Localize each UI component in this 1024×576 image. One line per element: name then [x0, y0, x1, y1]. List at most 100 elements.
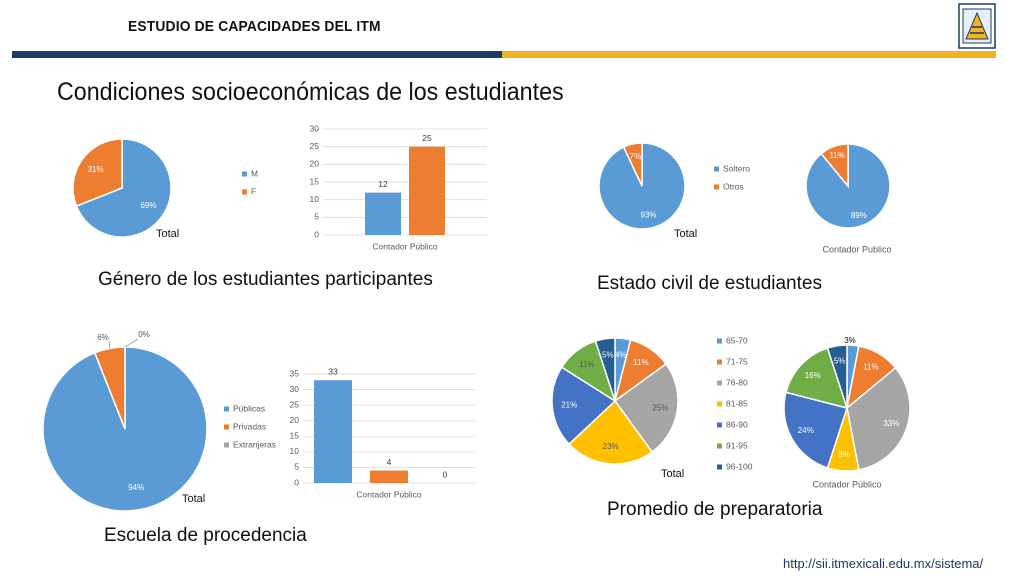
y-tick-label: 10 — [310, 194, 320, 204]
data-label: 11% — [633, 358, 648, 367]
legend-item: 81-85 — [726, 398, 748, 408]
legend-swatch — [717, 380, 722, 386]
axis-label: Total — [156, 228, 179, 240]
legend-swatch — [717, 422, 722, 428]
footer-url[interactable]: http://sii.itmexicali.edu.mx/sistema/ — [783, 556, 984, 571]
data-label: 11% — [829, 151, 844, 160]
hs-average-contador-pie-chart: 3% 11% 33% 8% 24% 16% 5% Contador Público — [783, 336, 911, 489]
pie-slice — [622, 142, 643, 187]
pie-slice — [72, 138, 123, 208]
y-tick-label: 15 — [310, 176, 320, 186]
y-tick-label: 35 — [290, 368, 300, 378]
bar — [409, 146, 445, 235]
data-label: 0% — [138, 330, 150, 339]
gender-legend: MF — [242, 168, 258, 196]
leader-line — [108, 340, 111, 349]
data-label: 33 — [328, 366, 338, 376]
data-label: 24% — [798, 426, 814, 435]
school-origin-legend: Públicas Privadas Extranjeras — [224, 403, 276, 449]
school-origin-pie-chart: 94% 6% 0% Total — [42, 330, 208, 512]
y-tick-label: 30 — [310, 123, 320, 133]
pie-slice — [568, 399, 654, 465]
data-label: 3% — [844, 336, 856, 345]
y-tick-label: 10 — [290, 446, 300, 456]
x-tick-label: Contador Público — [356, 489, 421, 499]
legend-swatch — [714, 166, 719, 172]
legend-swatch — [717, 359, 722, 365]
institution-logo — [958, 3, 996, 49]
data-label: 11% — [579, 360, 594, 369]
data-label: 21% — [561, 400, 577, 409]
y-tick-label: 20 — [310, 159, 320, 169]
hs-average-total-pie-chart: 4% 11% 25% 23% 21% 11% 5% Total — [551, 337, 684, 480]
legend-item: 86-90 — [726, 419, 748, 429]
data-label: 25 — [422, 133, 432, 143]
legend-item: 91-95 — [726, 440, 748, 450]
y-tick-label: 0 — [294, 477, 299, 487]
data-label: 0 — [443, 469, 448, 479]
caption-school-origin: Escuela de procedencia — [104, 525, 307, 546]
bar — [314, 380, 352, 483]
legend-swatch — [717, 338, 722, 344]
legend-swatch — [224, 406, 229, 412]
leader-line — [124, 338, 139, 348]
data-label: 89% — [851, 211, 867, 220]
data-label: 93% — [641, 210, 657, 219]
legend-swatch — [242, 189, 247, 195]
data-label: 23% — [603, 442, 619, 451]
legend-item: Privadas — [233, 421, 266, 431]
legend-swatch — [717, 401, 722, 407]
axis-label: Contador Publico — [822, 244, 891, 254]
data-label: 33% — [883, 419, 899, 428]
legend-item: 96-100 — [726, 461, 753, 471]
data-label: 4 — [387, 457, 392, 467]
data-label: 94% — [128, 483, 144, 492]
legend-item: Soltero — [723, 163, 750, 173]
axis-label: Total — [661, 468, 684, 480]
data-label: 4% — [615, 350, 627, 359]
header-band-blue — [12, 51, 502, 58]
legend-swatch — [224, 424, 229, 430]
pie-slice — [613, 362, 679, 454]
y-tick-label: 15 — [290, 431, 300, 441]
y-tick-label: 30 — [290, 384, 300, 394]
pie-slice — [594, 337, 616, 402]
axis-label: Total — [674, 228, 697, 240]
civil-status-total-pie-chart: 93% 7% Total — [598, 142, 697, 240]
y-tick-label: 20 — [290, 415, 300, 425]
legend-item: F — [251, 186, 256, 196]
legend-item: Otros — [723, 181, 744, 191]
civil-status-legend: Soltero Otros — [714, 163, 750, 191]
data-label: 16% — [805, 371, 821, 380]
y-tick-label: 25 — [290, 399, 300, 409]
pie-slice — [75, 138, 172, 238]
legend-item: 76-80 — [726, 377, 748, 387]
legend-swatch — [224, 442, 229, 448]
pie-slice — [783, 391, 848, 469]
data-label: 5% — [834, 357, 846, 366]
y-tick-label: 5 — [294, 462, 299, 472]
civil-status-contador-pie-chart: 89% 11% Contador Publico — [805, 143, 892, 254]
data-label: 25% — [652, 403, 668, 412]
x-tick-label: Contador Público — [372, 241, 437, 251]
pie-slice — [820, 143, 849, 189]
pie-slice — [826, 344, 848, 409]
legend-item: 65-70 — [726, 335, 748, 345]
pie-slice — [93, 346, 126, 430]
caption-gender: Género de los estudiantes participantes — [98, 269, 433, 290]
y-tick-label: 5 — [314, 212, 319, 222]
legend-swatch — [714, 184, 719, 190]
header-band-gold — [502, 51, 996, 58]
y-tick-label: 0 — [314, 229, 319, 239]
caption-hs-average: Promedio de preparatoria — [607, 499, 823, 520]
data-label: 12 — [378, 179, 388, 189]
pie-slice — [846, 366, 911, 471]
legend-item: M — [251, 168, 258, 178]
data-label: 5% — [602, 351, 614, 360]
hs-average-legend: 65-70 71-75 76-80 81-85 86-90 91-95 96-100 — [717, 335, 753, 471]
school-origin-bar-chart: 0 5 10 15 20 25 30 35 33 4 0 Contador Público — [290, 366, 475, 499]
y-tick-label: 25 — [310, 141, 320, 151]
caption-civil-status: Estado civil de estudiantes — [597, 273, 822, 294]
data-label: 11% — [863, 363, 878, 372]
data-label: 7% — [630, 152, 642, 161]
